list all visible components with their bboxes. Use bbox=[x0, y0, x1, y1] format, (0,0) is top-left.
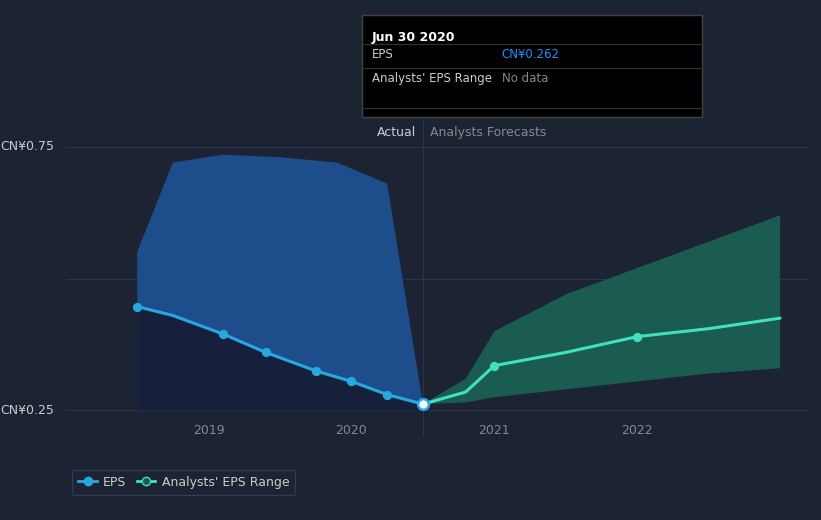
Text: CN¥0.75: CN¥0.75 bbox=[0, 140, 54, 153]
Polygon shape bbox=[137, 306, 423, 410]
Text: EPS: EPS bbox=[372, 48, 393, 61]
Text: 2022: 2022 bbox=[621, 424, 653, 437]
Legend: EPS, Analysts' EPS Range: EPS, Analysts' EPS Range bbox=[72, 470, 296, 495]
Point bbox=[259, 348, 273, 357]
Point bbox=[416, 400, 429, 408]
Point bbox=[381, 391, 394, 399]
Point bbox=[310, 367, 323, 375]
Point bbox=[131, 302, 144, 310]
Text: 2019: 2019 bbox=[193, 424, 224, 437]
Polygon shape bbox=[423, 215, 780, 404]
Text: Analysts' EPS Range: Analysts' EPS Range bbox=[372, 72, 492, 85]
Point bbox=[631, 332, 644, 341]
Text: CN¥0.262: CN¥0.262 bbox=[502, 48, 560, 61]
Point bbox=[488, 361, 501, 370]
Text: 2020: 2020 bbox=[336, 424, 367, 437]
Text: 2021: 2021 bbox=[479, 424, 510, 437]
Text: Analysts Forecasts: Analysts Forecasts bbox=[430, 126, 547, 139]
Point bbox=[345, 378, 358, 386]
Text: No data: No data bbox=[502, 72, 548, 85]
Text: Jun 30 2020: Jun 30 2020 bbox=[372, 31, 456, 44]
Text: CN¥0.25: CN¥0.25 bbox=[0, 404, 54, 417]
Polygon shape bbox=[137, 154, 423, 404]
Text: Actual: Actual bbox=[377, 126, 415, 139]
Point bbox=[216, 330, 229, 338]
